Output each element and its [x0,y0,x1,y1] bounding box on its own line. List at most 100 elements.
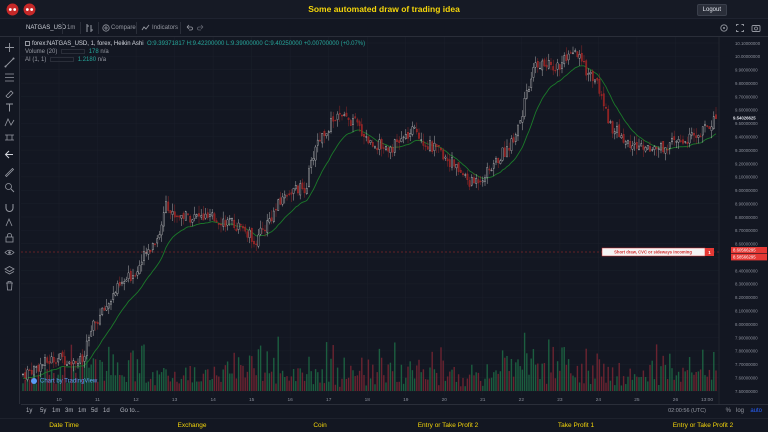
eye-icon[interactable] [4,247,15,258]
candle-body [63,356,66,365]
candle-body [479,180,482,183]
volume-bar [295,381,297,391]
volume-bar [330,358,332,391]
fullscreen-icon[interactable] [735,22,745,34]
candle-body [492,163,495,169]
tradingview-credit-link[interactable]: Chart by TradingView [31,378,97,385]
legend-buttons[interactable] [61,48,86,54]
range-button[interactable]: 5d [91,408,98,414]
trash-icon[interactable] [4,280,15,291]
candle-body [411,126,414,135]
price-chart[interactable]: 10.10000000 10.00000000 9.90000000 9.800000… [21,37,768,404]
red-logo-icon-2[interactable] [23,3,36,16]
candle-body [48,361,51,364]
last-price-tag-bg [731,114,767,122]
legend-buttons[interactable] [50,56,75,62]
settings-gear-icon[interactable] [719,22,729,34]
volume-bar [666,379,669,391]
candle-body [299,183,302,196]
candle-body [266,220,269,233]
symbol-search[interactable]: NATGAS_USD [26,25,67,31]
volume-bar [427,379,429,391]
red-logo-icon[interactable] [6,3,19,16]
volume-bar [72,367,75,391]
volume-bar [618,362,620,391]
candle-body [94,321,97,324]
camera-icon[interactable] [751,22,761,34]
chart-style-icon[interactable] [85,22,94,34]
range-button[interactable]: 1m [78,408,87,414]
redo-icon[interactable] [197,22,205,34]
range-button[interactable]: 1m [52,408,61,414]
indicators-button[interactable]: Indicators [152,25,179,31]
range-button[interactable]: 3m [65,408,74,414]
candle-body [28,369,31,371]
percent-toggle[interactable]: % [725,408,731,414]
auto-scale-toggle[interactable]: auto [750,408,762,414]
volume-bar [385,382,387,391]
ruler-icon[interactable] [4,167,15,178]
volume-bar [391,371,394,391]
text-tool-icon[interactable] [4,102,15,113]
brush-icon[interactable] [4,87,15,98]
candle-body [664,147,667,154]
volume-bar [539,378,541,391]
candle-body [686,142,689,144]
candle-body [323,131,326,137]
log-toggle[interactable]: log [735,408,744,414]
arrow-back-icon[interactable] [4,149,15,160]
undo-icon[interactable] [185,22,193,34]
candle-body [231,218,233,221]
stay-in-drawing-icon[interactable] [4,217,15,228]
magnet-icon[interactable] [4,202,15,213]
pattern-tool-icon[interactable] [4,117,15,128]
candle-body [624,141,627,145]
volume-bar [79,356,81,391]
volume-bar [644,376,647,391]
chart-pane[interactable]: 10.10000000 10.00000000 9.90000000 9.800000… [21,37,768,404]
volume-bar [48,374,51,391]
prediction-tool-icon[interactable] [4,132,15,143]
volume-bar [614,385,616,391]
candle-body [217,223,220,225]
volume-bar [479,380,482,391]
candle-body [220,224,222,226]
volume-bar [572,375,574,391]
volume-bar [693,374,695,391]
lock-icon[interactable] [4,232,15,243]
candle-body [583,60,585,63]
range-button[interactable]: 1d [103,408,110,414]
volume-bar [220,381,222,391]
volume-bar [240,365,242,391]
volume-bar [292,369,295,391]
volume-bar [68,381,70,391]
candle-body [539,67,541,70]
candle-body [578,54,581,59]
fib-tool-icon[interactable] [4,72,15,83]
trend-line-icon[interactable] [4,57,15,68]
crosshair-icon[interactable] [4,42,15,53]
logout-button[interactable]: Logout [696,4,727,16]
timezone-clock[interactable]: 02:00:56 (UTC) [668,408,706,414]
interval-select[interactable]: 1m [67,25,76,31]
legend-title: forex:NATGAS_USD, 1, forex, Heikin Ashi [32,41,144,47]
volume-bar [512,376,515,391]
layers-icon[interactable] [4,265,15,276]
range-button[interactable]: 1y [26,408,33,414]
time-tick-label: 21 [480,397,486,403]
volume-bar [627,376,629,391]
volume-bar [174,371,176,391]
range-button[interactable]: 5y [40,408,47,414]
candle-body [294,185,297,190]
candle-body [180,215,183,219]
candle-body [629,141,632,148]
compare-button[interactable]: Compare [111,25,136,31]
candle-body [464,174,467,176]
candle-body [622,133,625,143]
ema-polyline [22,65,717,379]
goto-date-button[interactable]: Go to... [120,408,140,414]
zoom-in-icon[interactable] [4,182,15,193]
volume-bar [288,380,290,391]
candle-body [228,218,231,220]
candle-body [655,146,658,150]
